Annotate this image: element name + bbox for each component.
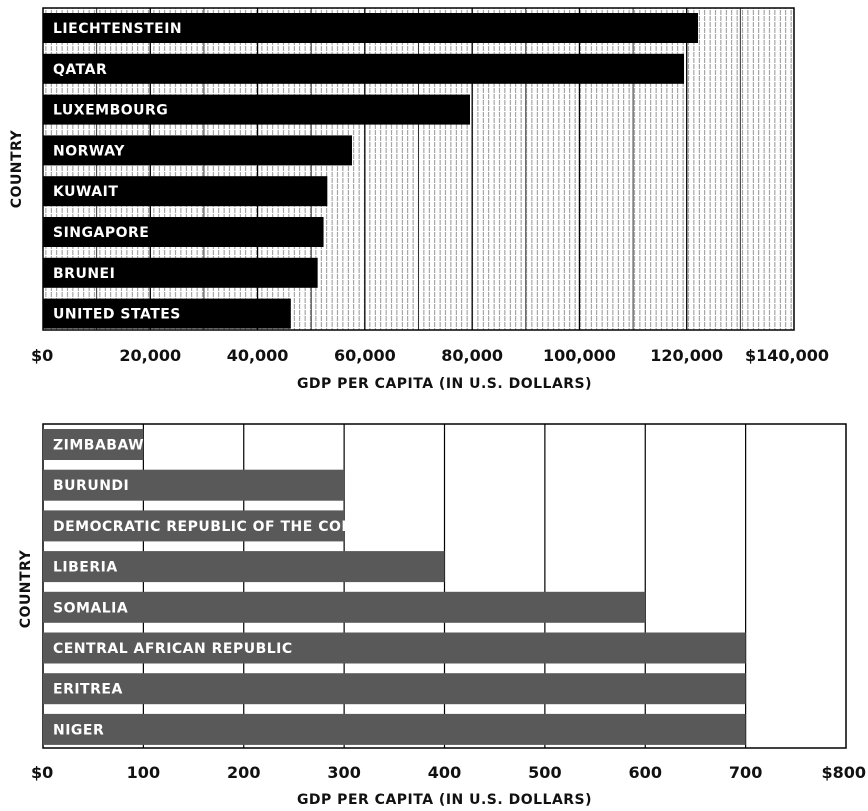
plot-frame bbox=[42, 423, 847, 749]
x-tick-label: $0 bbox=[31, 346, 53, 365]
bar bbox=[43, 673, 746, 705]
bar-label: ERITREA bbox=[53, 682, 123, 698]
x-axis-label: GDP PER CAPITA (IN U.S. DOLLARS) bbox=[297, 792, 592, 808]
bar bbox=[43, 13, 698, 43]
bar bbox=[43, 257, 318, 288]
bar bbox=[43, 217, 324, 247]
y-axis-label: COUNTRY bbox=[18, 549, 34, 628]
bar bbox=[43, 469, 345, 501]
x-tick-label: 200 bbox=[227, 763, 260, 782]
bar-label: LIBERIA bbox=[53, 560, 118, 576]
bar bbox=[43, 176, 328, 207]
x-axis-label: GDP PER CAPITA (IN U.S. DOLLARS) bbox=[297, 376, 592, 392]
bar bbox=[43, 510, 345, 542]
x-tick-label: 120,000 bbox=[650, 346, 723, 365]
bar bbox=[43, 632, 746, 664]
bar-label: LIECHTENSTEIN bbox=[53, 21, 182, 37]
bar-label: NIGER bbox=[53, 722, 104, 738]
bar-label: DEMOCRATIC REPUBLIC OF THE CONGO bbox=[53, 519, 378, 535]
chart-1: LIECHTENSTEIN QATAR LUXEMBOURG NORWAY KUWAIT… bbox=[9, 7, 829, 392]
bar bbox=[43, 429, 144, 460]
x-tick-label: $140,000 bbox=[745, 346, 829, 365]
x-tick-label: 400 bbox=[428, 763, 461, 782]
bar-label: LUXEMBOURG bbox=[53, 103, 168, 119]
bar bbox=[43, 713, 746, 745]
bar bbox=[43, 135, 352, 166]
x-tick-label: 700 bbox=[729, 763, 762, 782]
x-tick-label: 500 bbox=[528, 763, 561, 782]
bar bbox=[43, 94, 470, 125]
y-axis-label: COUNTRY bbox=[9, 129, 25, 208]
bar-label: KUWAIT bbox=[53, 184, 118, 200]
x-tick-label: 600 bbox=[629, 763, 662, 782]
bar-label: UNITED STATES bbox=[53, 307, 181, 323]
x-tick-label: 20,000 bbox=[119, 346, 181, 365]
bar bbox=[43, 298, 291, 329]
bar bbox=[43, 551, 445, 583]
x-tick-label: $0 bbox=[31, 763, 53, 782]
chart-2: ZIMBABAWE BURUNDI DEMOCRATIC REPUBLIC OF T… bbox=[18, 423, 866, 808]
bar-label: BURUNDI bbox=[53, 478, 129, 494]
x-tick-label: 100 bbox=[127, 763, 160, 782]
x-tick-label: 40,000 bbox=[227, 346, 289, 365]
plot-frame bbox=[42, 7, 795, 331]
bar bbox=[43, 591, 646, 623]
x-tick-label: 300 bbox=[327, 763, 360, 782]
bar-label: ZIMBABAWE bbox=[53, 438, 154, 454]
bar-label: QATAR bbox=[53, 62, 107, 78]
bar bbox=[43, 53, 685, 84]
bar-label: SINGAPORE bbox=[53, 225, 149, 241]
bar-label: CENTRAL AFRICAN REPUBLIC bbox=[53, 641, 293, 657]
x-tick-label: 100,000 bbox=[543, 346, 616, 365]
bar-label: NORWAY bbox=[53, 143, 125, 159]
x-tick-label: 60,000 bbox=[334, 346, 396, 365]
x-tick-label: $800 bbox=[821, 763, 866, 782]
bar-label: SOMALIA bbox=[53, 600, 128, 616]
bar-label: BRUNEI bbox=[53, 266, 115, 282]
x-tick-label: 80,000 bbox=[441, 346, 503, 365]
